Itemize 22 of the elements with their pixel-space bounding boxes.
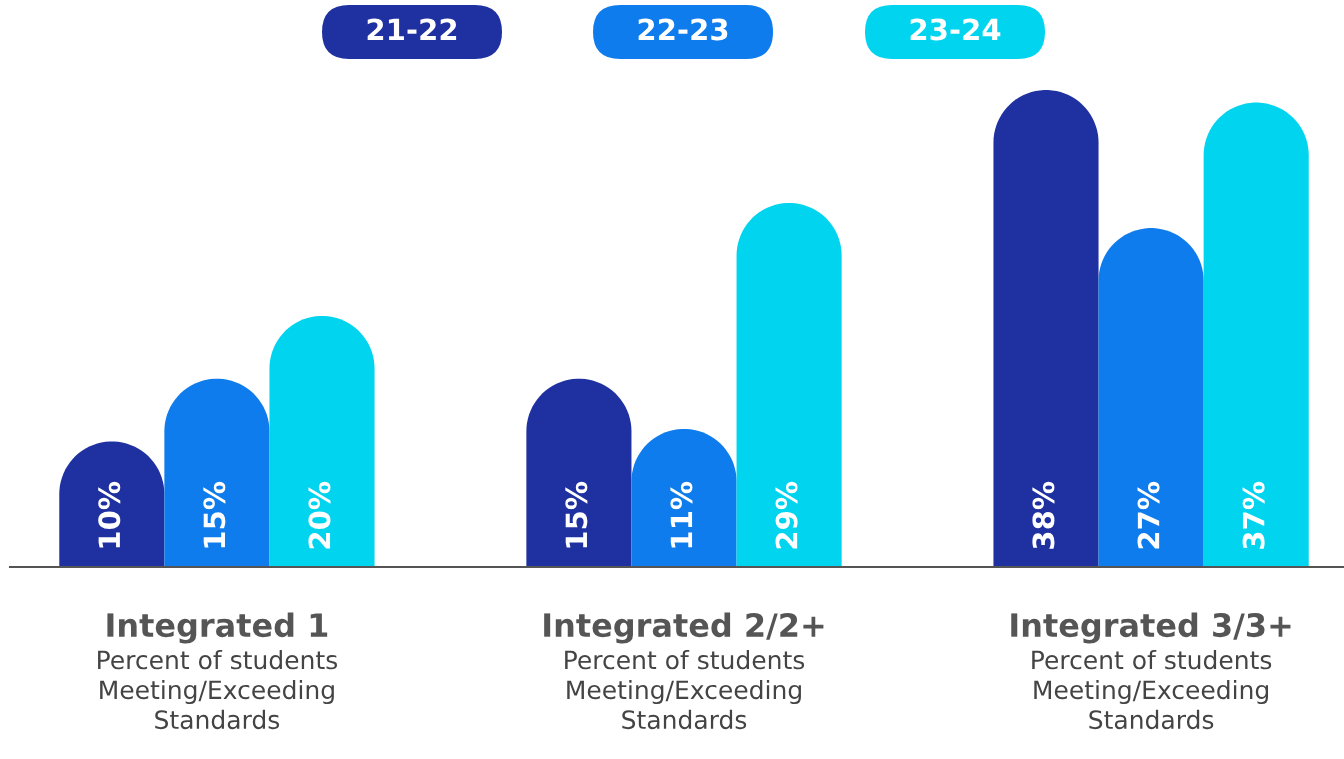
x-tick-label: Integrated 3/3+ Percent of students Meeting/Exceeding Standards — [1011, 612, 1291, 730]
data-label: 20% — [308, 481, 331, 549]
x-tick-label: Integrated 2/2+ Percent of students Meeting/Exceeding Standards — [544, 612, 824, 730]
bar — [736, 203, 842, 567]
bar — [269, 315, 375, 567]
data-label: 29% — [775, 481, 798, 549]
data-label: 15% — [203, 481, 226, 548]
data-label: 11% — [670, 481, 693, 548]
text: 22-23 — [638, 18, 728, 41]
x-tick-label: Integrated 1 Percent of students Meeting/Exceeding Standards — [98, 612, 338, 730]
bar — [993, 90, 1099, 567]
text: 21-22 — [367, 18, 457, 41]
bar — [1098, 228, 1204, 567]
bar — [526, 378, 632, 567]
bar — [164, 378, 270, 567]
text: 23-24 — [910, 18, 1001, 41]
bar — [1203, 102, 1309, 567]
data-label: 38% — [1032, 481, 1055, 549]
data-label: 15% — [565, 481, 588, 548]
data-label: 37% — [1242, 481, 1265, 549]
data-label: 10% — [98, 481, 121, 548]
data-label: 27% — [1137, 481, 1160, 549]
